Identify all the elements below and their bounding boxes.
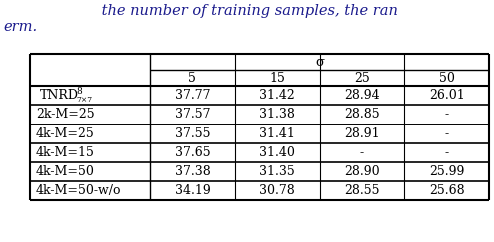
Text: 15: 15 <box>269 71 285 84</box>
Text: 31.41: 31.41 <box>259 127 295 140</box>
Text: 5: 5 <box>188 71 196 84</box>
Text: 28.90: 28.90 <box>344 165 380 178</box>
Text: 2k-M=25: 2k-M=25 <box>36 108 95 121</box>
Text: 26.01: 26.01 <box>429 89 464 102</box>
Text: -: - <box>445 146 449 159</box>
Text: 31.42: 31.42 <box>259 89 295 102</box>
Text: 8: 8 <box>76 87 82 96</box>
Text: -: - <box>360 146 364 159</box>
Text: 34.19: 34.19 <box>174 184 210 197</box>
Text: 4k-M=50: 4k-M=50 <box>36 165 95 178</box>
Text: 28.85: 28.85 <box>344 108 380 121</box>
Text: 28.91: 28.91 <box>344 127 380 140</box>
Text: 28.94: 28.94 <box>344 89 380 102</box>
Text: -: - <box>445 127 449 140</box>
Text: 31.38: 31.38 <box>259 108 295 121</box>
Text: 4k-M=25: 4k-M=25 <box>36 127 95 140</box>
Text: 37.65: 37.65 <box>174 146 210 159</box>
Text: 37.38: 37.38 <box>174 165 210 178</box>
Text: σ: σ <box>315 55 324 68</box>
Text: 7×7: 7×7 <box>76 96 92 104</box>
Text: 25: 25 <box>354 71 370 84</box>
Text: 4k-M=15: 4k-M=15 <box>36 146 95 159</box>
Text: 25.68: 25.68 <box>429 184 464 197</box>
Text: 31.35: 31.35 <box>259 165 295 178</box>
Text: 37.55: 37.55 <box>174 127 210 140</box>
Text: 50: 50 <box>439 71 454 84</box>
Text: 4k-M=50-w/o: 4k-M=50-w/o <box>36 184 122 197</box>
Text: the number of training samples, the ran: the number of training samples, the ran <box>96 4 398 18</box>
Text: 31.40: 31.40 <box>259 146 295 159</box>
Text: erm.: erm. <box>3 20 37 34</box>
Text: TNRD: TNRD <box>40 89 79 102</box>
Text: 37.57: 37.57 <box>174 108 210 121</box>
Text: 28.55: 28.55 <box>344 184 379 197</box>
Text: 30.78: 30.78 <box>259 184 295 197</box>
Text: -: - <box>445 108 449 121</box>
Text: 25.99: 25.99 <box>429 165 464 178</box>
Text: 37.77: 37.77 <box>174 89 210 102</box>
